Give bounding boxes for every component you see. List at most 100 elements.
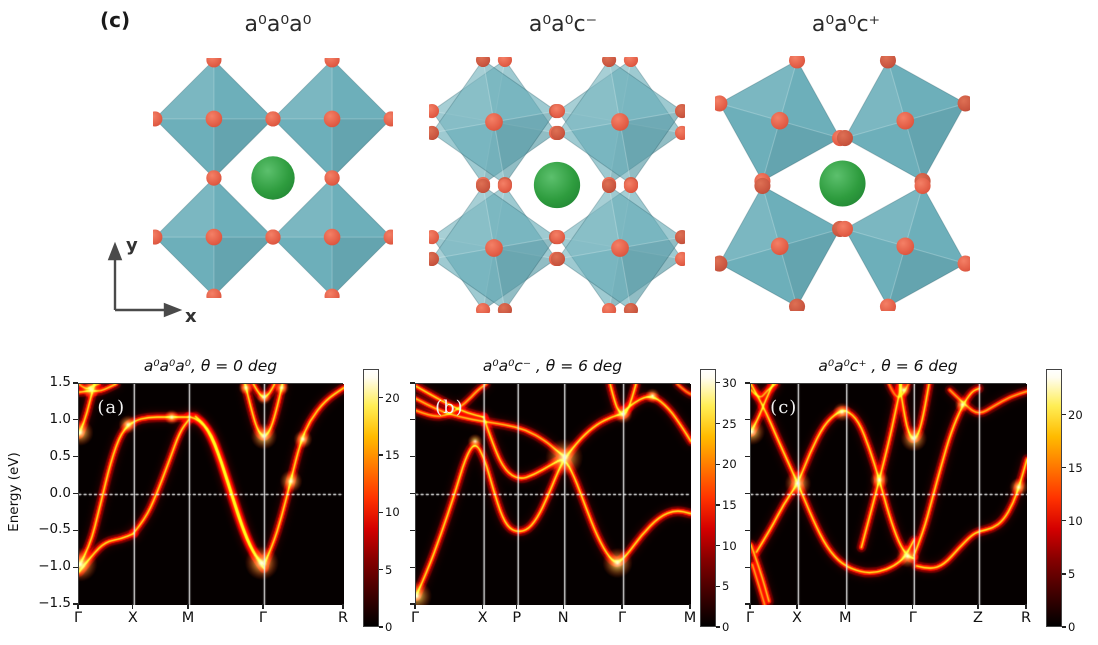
- band-structure-canvas: [416, 384, 691, 605]
- x-tick-mark: [912, 604, 914, 609]
- oxygen-atom: [601, 178, 617, 194]
- y-tick-mark: [745, 382, 750, 384]
- x-tick-mark: [187, 604, 189, 609]
- colorbar: [363, 369, 379, 627]
- oxygen-atom: [611, 113, 629, 131]
- a-site-atom: [819, 160, 866, 207]
- oxygen-atom: [323, 228, 341, 246]
- oxygen-atom: [754, 177, 771, 194]
- oxygen-atom: [205, 228, 223, 246]
- y-tick-mark: [73, 566, 78, 568]
- oxygen-atom: [550, 103, 566, 119]
- x-tick-mark: [414, 604, 416, 609]
- x-tick-mark: [844, 604, 846, 609]
- panel-label: (a): [97, 397, 126, 419]
- oxygen-atom: [896, 111, 915, 130]
- oxygen-atom: [206, 58, 222, 68]
- colorbar-tick-label: 10: [1068, 513, 1083, 528]
- oxygen-atom: [206, 170, 222, 186]
- oxygen-atom: [957, 95, 970, 112]
- colorbar-tick-mark: [716, 545, 720, 547]
- oxygen-atom: [497, 302, 513, 313]
- colorbar-tick-label: 20: [722, 457, 737, 472]
- oxygen-atom: [550, 229, 566, 245]
- y-tick-label: 1.5: [49, 374, 71, 390]
- x-axis-label: x: [185, 306, 197, 327]
- kpoint-label: R: [1020, 610, 1032, 626]
- colorbar-tick-mark: [1062, 573, 1066, 575]
- colorbar-tick-mark: [716, 585, 720, 587]
- oxygen-atom: [323, 110, 341, 128]
- oxygen-atom: [674, 125, 685, 141]
- kpoint-label: M: [838, 610, 852, 626]
- colorbar-tick-label: 15: [1068, 460, 1083, 475]
- a-site-atom: [533, 161, 581, 209]
- colorbar-tick-label: 0: [722, 620, 730, 634]
- a-site-atom: [251, 156, 295, 200]
- kpoint-label: Γ: [745, 610, 755, 626]
- x-tick-mark: [516, 604, 518, 609]
- oxygen-atom: [914, 177, 931, 194]
- oxygen-atom: [324, 288, 340, 298]
- colorbar-tick-mark: [1062, 626, 1066, 628]
- colorbar-tick-mark: [716, 382, 720, 384]
- oxygen-atom: [623, 57, 639, 68]
- y-tick-mark: [73, 382, 78, 384]
- oxygen-atom: [324, 170, 340, 186]
- kpoint-label: N: [557, 610, 569, 626]
- oxygen-atom: [601, 57, 617, 68]
- band-structure-canvas: [79, 384, 344, 605]
- oxygen-atom: [674, 251, 685, 267]
- kpoint-label: Γ: [618, 610, 627, 626]
- colorbar-tick-mark: [1062, 414, 1066, 416]
- xy-axis-indicator: y x: [107, 235, 197, 327]
- colorbar-tick-label: 5: [1068, 566, 1076, 581]
- y-arrowhead-icon: [107, 241, 123, 261]
- x-tick-mark: [342, 604, 344, 609]
- x-tick-mark: [132, 604, 134, 609]
- colorbar: [700, 369, 716, 627]
- crystal-structure-out-of-phase-tilt: [429, 57, 685, 313]
- y-tick-label: 0.5: [49, 447, 71, 464]
- y-tick-mark: [745, 603, 750, 605]
- panel-label: (c): [770, 397, 798, 419]
- oxygen-atom: [265, 229, 281, 245]
- oxygen-atom: [205, 110, 223, 128]
- oxygen-atom: [475, 178, 491, 194]
- colorbar-tick-mark: [379, 626, 383, 628]
- x-tick-mark: [621, 604, 623, 609]
- oxygen-atom: [715, 255, 728, 272]
- oxygen-atom: [429, 125, 440, 141]
- y-axis-label: y: [126, 235, 138, 256]
- kpoint-label: Γ: [908, 610, 917, 626]
- kpoint-label: X: [477, 610, 488, 626]
- colorbar-tick-mark: [1062, 467, 1066, 469]
- colorbar-tick-label: 5: [722, 579, 730, 594]
- oxygen-atom: [957, 255, 970, 272]
- oxygen-atom: [550, 125, 566, 141]
- x-tick-mark: [689, 604, 691, 609]
- oxygen-atom: [383, 229, 393, 245]
- band-plot-a: (a): [78, 383, 344, 605]
- oxygen-atom: [601, 302, 617, 313]
- y-tick-mark: [73, 456, 78, 458]
- oxygen-atom: [623, 302, 639, 313]
- y-tick-mark: [745, 529, 750, 531]
- band-plot-b: (b): [415, 383, 691, 605]
- oxygen-atom: [896, 237, 915, 256]
- colorbar-tick-mark: [716, 463, 720, 465]
- structure-title-a0a0c-minus: a⁰a⁰c⁻: [528, 12, 598, 37]
- oxygen-atom: [153, 111, 163, 127]
- kpoint-label: Γ: [410, 610, 420, 626]
- oxygen-atom: [715, 95, 728, 112]
- y-tick-label: −1.5: [38, 595, 71, 611]
- oxygen-atom: [475, 302, 491, 313]
- y-tick-mark: [410, 566, 415, 568]
- oxygen-atom: [836, 129, 853, 147]
- kpoint-label: X: [127, 610, 138, 626]
- colorbar-tick-label: 5: [385, 562, 393, 577]
- y-tick-mark: [73, 529, 78, 531]
- oxygen-atom: [836, 220, 853, 238]
- y-tick-mark: [410, 529, 415, 531]
- oxygen-atom: [879, 56, 897, 69]
